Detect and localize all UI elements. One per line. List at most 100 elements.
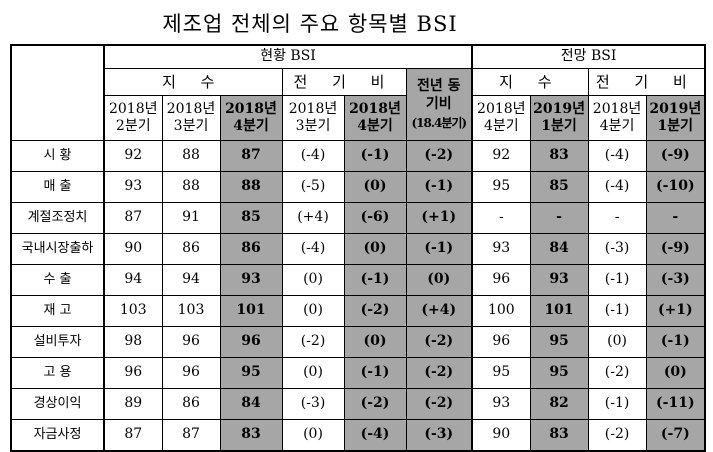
col-header-7: 2018년 4분기: [471, 95, 531, 141]
table-cell: 93: [219, 264, 283, 296]
row-label: 재 고: [10, 295, 105, 327]
row-label: 설비투자: [10, 326, 105, 358]
table-cell: 101: [529, 295, 589, 327]
table-row: 경상이익 89 86 84 (-3) (-2) (-2) 93 82 (-1) (-11): [10, 388, 707, 420]
table-cell: (0): [281, 419, 345, 452]
table-row: 매 출 93 88 88 (-5) (0) (-1) 95 85 (-4) (-10): [10, 171, 707, 203]
row-label: 자금사정: [10, 419, 105, 452]
table-cell: (-2): [405, 326, 474, 358]
table-row: 수 출 94 94 93 (0) (-1) (0) 96 93 (-1) (-3): [10, 264, 707, 296]
header-outlook-bsi: 전망 BSI: [471, 44, 707, 69]
row-label: 매 출: [10, 171, 105, 203]
col-header-4: 2018년 3분기: [281, 95, 345, 141]
table-cell: (-2): [587, 357, 647, 389]
table-cell: 93: [471, 388, 531, 420]
header-prev-current: 전 기 비: [281, 68, 407, 96]
row-label: 시 황: [10, 140, 105, 172]
table-cell: (-4): [587, 140, 647, 172]
table-cell: (-1): [405, 171, 474, 203]
table-cell: (-1): [587, 388, 647, 420]
table-cell: 96: [471, 264, 531, 296]
table-cell: 90: [103, 233, 163, 265]
table-cell: 98: [103, 326, 163, 358]
table-cell: 84: [529, 233, 589, 265]
table-cell: 94: [161, 264, 221, 296]
table-cell: 85: [219, 202, 283, 234]
header-prev-outlook: 전 기 비: [587, 68, 707, 96]
table-cell: (-3): [645, 264, 707, 296]
table-row: 설비투자 98 96 96 (-2) (0) (-2) 96 95 (0) (-1): [10, 326, 707, 358]
table-row: 자금사정 87 87 83 (0) (-4) (-3) 90 83 (-2) (-7): [10, 419, 707, 452]
table-cell: (0): [405, 264, 474, 296]
table-cell: 87: [103, 202, 163, 234]
table-cell: 87: [103, 419, 163, 452]
table-row: 재 고 103 103 101 (0) (-2) (+4) 100 101 (-1) (+1): [10, 295, 707, 327]
table-row: 계절조정치 87 91 85 (+4) (-6) (+1) - - - -: [10, 202, 707, 234]
yoy-label: 전년 동기비: [417, 77, 461, 112]
table-cell: 94: [103, 264, 163, 296]
table-cell: (-9): [645, 233, 707, 265]
stub-header: [10, 44, 105, 141]
header-index-current: 지 수: [103, 68, 283, 96]
table-cell: (-2): [405, 140, 474, 172]
table-cell: (0): [587, 326, 647, 358]
table-cell: 93: [103, 171, 163, 203]
table-cell: (-2): [405, 388, 474, 420]
table-cell: (-1): [405, 233, 474, 265]
table-cell: 86: [161, 233, 221, 265]
table-cell: (-1): [587, 295, 647, 327]
table-cell: 95: [529, 357, 589, 389]
table-cell: 101: [219, 295, 283, 327]
yoy-period: (18.4분기): [411, 115, 467, 130]
col-header-5: 2018년 4분기: [343, 95, 407, 141]
table-cell: (0): [281, 295, 345, 327]
table-cell: 88: [161, 171, 221, 203]
table-cell: 89: [103, 388, 163, 420]
table-cell: 87: [219, 140, 283, 172]
col-header-8: 2019년 1분기: [529, 95, 589, 141]
table-cell: (-1): [587, 264, 647, 296]
table-row: 시 황 92 88 87 (-4) (-1) (-2) 92 83 (-4) (-9): [10, 140, 707, 172]
header-current-bsi: 현황 BSI: [103, 44, 474, 69]
table-cell: (-3): [587, 233, 647, 265]
table-cell: 86: [161, 388, 221, 420]
table-cell: (-1): [645, 326, 707, 358]
table-cell: 93: [529, 264, 589, 296]
col-header-9: 2018년 4분기: [587, 95, 647, 141]
table-cell: (-2): [343, 295, 407, 327]
table-cell: (-5): [281, 171, 345, 203]
table-cell: 82: [529, 388, 589, 420]
table-cell: 85: [529, 171, 589, 203]
table-cell: (0): [343, 326, 407, 358]
table-cell: -: [587, 202, 647, 234]
table-cell: (-4): [281, 233, 345, 265]
table-cell: (-1): [343, 264, 407, 296]
col-header-3: 2018년 4분기: [219, 95, 283, 141]
table-cell: (-7): [645, 419, 707, 452]
table-cell: (0): [343, 233, 407, 265]
table-cell: (+1): [645, 295, 707, 327]
row-label: 고 용: [10, 357, 105, 389]
table-cell: (-9): [645, 140, 707, 172]
header-index-outlook: 지 수: [471, 68, 589, 96]
col-header-10: 2019년 1분기: [645, 95, 707, 141]
header-yoy: 전년 동기비 (18.4분기): [405, 68, 474, 141]
table-cell: (-11): [645, 388, 707, 420]
table-cell: 92: [103, 140, 163, 172]
table-cell: (-2): [587, 419, 647, 452]
table-cell: (-2): [405, 357, 474, 389]
table-cell: (-3): [281, 388, 345, 420]
table-cell: 95: [219, 357, 283, 389]
table-cell: 100: [471, 295, 531, 327]
table-cell: -: [645, 202, 707, 234]
table-cell: (-4): [281, 140, 345, 172]
table-cell: 83: [529, 140, 589, 172]
table-cell: 83: [219, 419, 283, 452]
col-header-1: 2018년 2분기: [103, 95, 163, 141]
table-cell: 87: [161, 419, 221, 452]
table-cell: 103: [103, 295, 163, 327]
table-cell: (0): [281, 264, 345, 296]
table-cell: 92: [471, 140, 531, 172]
table-cell: (-10): [645, 171, 707, 203]
table-cell: (+4): [281, 202, 345, 234]
